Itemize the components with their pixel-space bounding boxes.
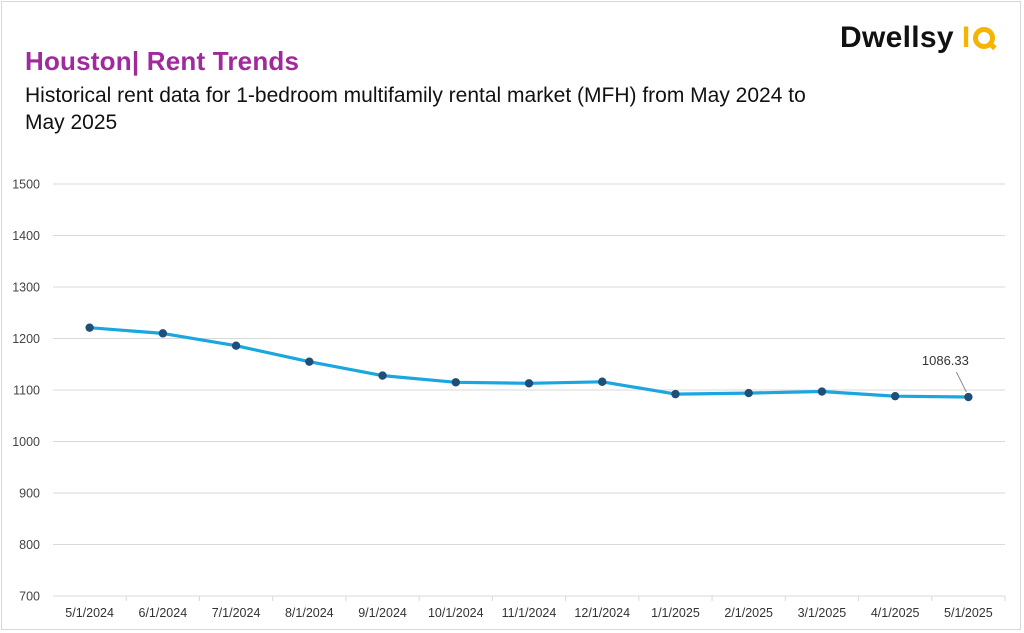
x-tick-label: 4/1/2025 — [871, 606, 920, 620]
x-tick-label: 9/1/2024 — [358, 606, 407, 620]
x-tick-label: 8/1/2024 — [285, 606, 334, 620]
chart-title: Houston| Rent Trends — [25, 46, 300, 76]
y-tick-label: 1500 — [12, 178, 40, 192]
x-tick-label: 6/1/2024 — [139, 606, 188, 620]
y-tick-label: 900 — [19, 487, 40, 501]
data-point — [378, 371, 387, 380]
data-point — [158, 329, 168, 338]
x-tick-label: 7/1/2024 — [212, 606, 261, 620]
data-point — [890, 391, 900, 401]
y-tick-label: 1100 — [13, 384, 40, 398]
x-tick-label: 2/1/2025 — [724, 606, 773, 620]
x-tick-label: 11/1/2024 — [502, 606, 557, 620]
chart-subtitle: Historical rent data for 1-bedroom multi… — [25, 84, 806, 134]
data-point — [671, 389, 680, 399]
logo-iq-mark: I — [962, 21, 996, 55]
data-point — [524, 379, 534, 388]
x-tick-label: 5/1/2024 — [65, 606, 114, 620]
x-tick-label: 10/1/2024 — [428, 606, 484, 620]
x-tick-label: 5/1/2025 — [944, 606, 993, 620]
data-point — [305, 357, 314, 366]
logo-q-icon — [973, 27, 996, 49]
y-tick-label: 1200 — [12, 332, 40, 346]
annotation-leader-line — [955, 371, 967, 393]
y-tick-label: 1000 — [12, 435, 40, 449]
x-tick-label: 3/1/2025 — [798, 606, 847, 620]
data-label: 1086.33 — [922, 353, 969, 368]
data-point — [817, 387, 827, 396]
data-point — [744, 388, 753, 398]
data-point — [964, 392, 973, 402]
x-tick-label: 1/1/2025 — [651, 606, 700, 620]
logo-wordmark: Dwellsy — [840, 21, 954, 54]
dwellsy-iq-logo: Dwellsy I — [840, 18, 996, 58]
y-tick-label: 800 — [19, 538, 40, 552]
y-tick-label: 700 — [19, 590, 40, 604]
data-point — [231, 341, 241, 350]
data-point — [451, 378, 460, 387]
data-point — [598, 377, 607, 386]
y-tick-label: 1400 — [12, 229, 40, 243]
y-tick-label: 1300 — [12, 281, 40, 295]
x-tick-label: 12/1/2024 — [574, 606, 630, 620]
data-point — [85, 323, 94, 332]
